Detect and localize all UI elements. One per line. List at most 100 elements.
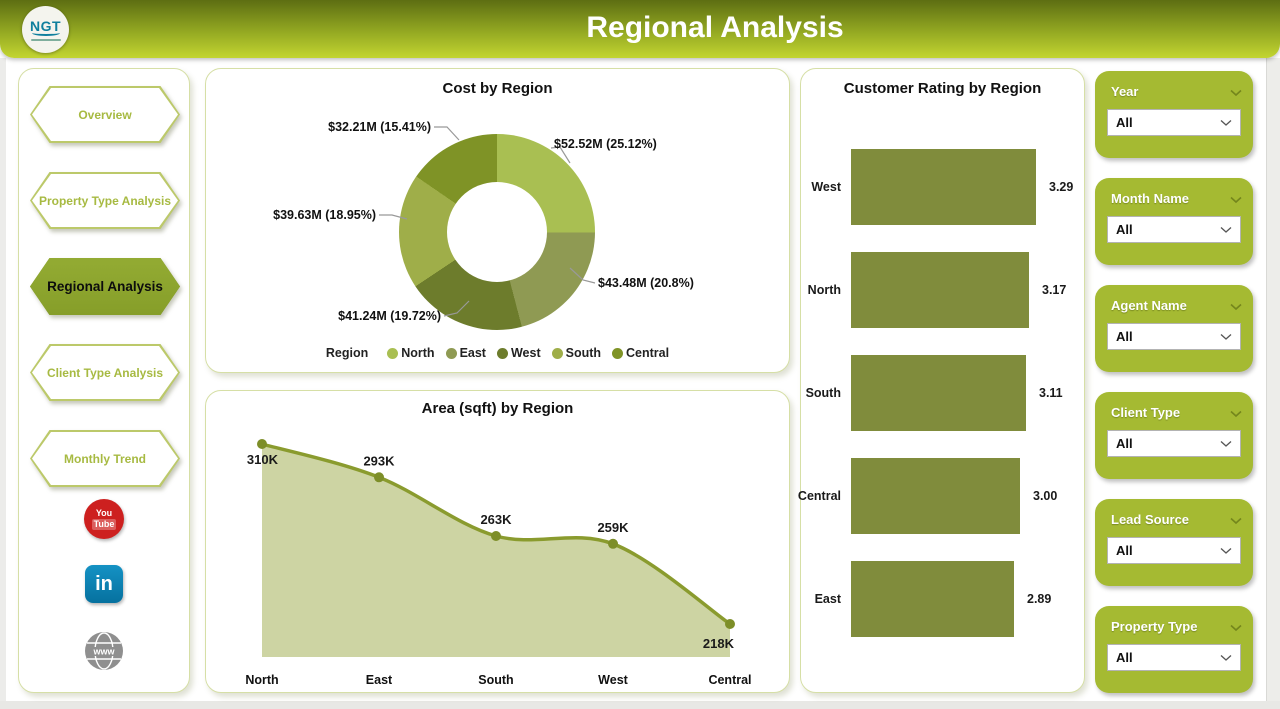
rating-bar[interactable] [851, 252, 1029, 328]
chevron-down-icon[interactable] [1230, 512, 1242, 530]
linkedin-icon[interactable]: in [85, 565, 123, 603]
dropdown-value: All [1116, 650, 1133, 665]
rating-bar[interactable] [851, 458, 1020, 534]
agent-name-dropdown[interactable]: All [1107, 323, 1241, 350]
x-axis-label: East [365, 673, 393, 687]
month-name-dropdown[interactable]: All [1107, 216, 1241, 243]
legend-label: South [565, 346, 602, 360]
legend-label: North [401, 346, 435, 360]
globe-icon[interactable]: www [84, 631, 124, 671]
x-axis-label: South [478, 673, 514, 687]
filter-card-month-name: Month Name All [1095, 178, 1253, 265]
sidebar-item-client-type-analysis[interactable]: Client Type Analysis [30, 344, 180, 401]
sidebar-item-monthly-trend[interactable]: Monthly Trend [30, 430, 180, 487]
legend: Region North East West South Central [206, 346, 789, 360]
nav-panel: Overview Property Type Analysis Regional… [18, 68, 190, 693]
chevron-down-icon[interactable] [1230, 191, 1242, 209]
rating-category: South [805, 386, 841, 400]
rating-bar[interactable] [851, 561, 1014, 637]
lead-source-dropdown[interactable]: All [1107, 537, 1241, 564]
chevron-down-icon [1220, 119, 1232, 126]
filter-card-client-type: Client Type All [1095, 392, 1253, 479]
year-dropdown[interactable]: All [1107, 109, 1241, 136]
sidebar-item-label: Monthly Trend [32, 432, 178, 485]
rating-row: West 3.29 [801, 149, 1084, 225]
rating-bar[interactable] [851, 149, 1036, 225]
rating-value: 3.29 [1049, 180, 1074, 194]
logo-swoosh [31, 30, 60, 36]
rating-row: Central 3.00 [797, 458, 1084, 534]
legend-title: Region [325, 346, 369, 360]
chevron-down-icon[interactable] [1230, 84, 1242, 102]
dropdown-value: All [1116, 543, 1133, 558]
legend-item-north[interactable]: North [387, 346, 435, 360]
donut-label-south: $39.63M (18.95%) [273, 208, 376, 222]
rating-category: East [814, 592, 841, 606]
youtube-text-line2: Tube [91, 519, 117, 530]
left-gutter [0, 58, 6, 709]
logo-tagline [30, 39, 61, 41]
sidebar-item-overview[interactable]: Overview [30, 86, 180, 143]
sidebar-item-label: Client Type Analysis [32, 346, 178, 399]
chevron-down-icon [1220, 226, 1232, 233]
filter-label: Agent Name [1111, 298, 1187, 313]
chevron-down-icon[interactable] [1230, 298, 1242, 316]
rating-row: North 3.17 [801, 252, 1084, 328]
rating-category: Central [797, 489, 841, 503]
donut-label-east: $43.48M (20.8%) [598, 276, 694, 290]
filter-label: Lead Source [1111, 512, 1190, 527]
legend-label: West [510, 346, 541, 360]
donut-label-central: $32.21M (15.41%) [328, 120, 431, 134]
filter-label: Year [1111, 84, 1139, 99]
svg-text:263K: 263K [480, 512, 512, 527]
legend-item-south[interactable]: South [551, 346, 602, 360]
youtube-text-line1: You [95, 508, 113, 518]
dropdown-value: All [1116, 115, 1133, 130]
chevron-down-icon[interactable] [1230, 405, 1242, 423]
legend-label: East [459, 346, 486, 360]
donut-label-west: $41.24M (19.72%) [338, 309, 441, 323]
legend-chip [496, 347, 508, 359]
legend-item-east[interactable]: East [445, 346, 486, 360]
client-type-dropdown[interactable]: All [1107, 430, 1241, 457]
rating-value: 3.00 [1033, 489, 1058, 503]
legend-chip [551, 347, 563, 359]
legend-chip [445, 347, 457, 359]
rating-value: 3.11 [1039, 386, 1063, 400]
dropdown-value: All [1116, 436, 1133, 451]
customer-rating-panel: Customer Rating by Region West 3.29 Nort… [797, 68, 1085, 693]
filter-label: Client Type [1111, 405, 1181, 420]
legend-item-west[interactable]: West [496, 346, 541, 360]
property-type-dropdown[interactable]: All [1107, 644, 1241, 671]
bottom-gutter [0, 701, 1280, 709]
legend-chip [612, 347, 624, 359]
dropdown-value: All [1116, 329, 1133, 344]
x-axis-label: West [598, 673, 628, 687]
sidebar-item-regional-analysis[interactable]: Regional Analysis [30, 258, 180, 315]
svg-text:218K: 218K [703, 636, 735, 651]
filter-card-property-type: Property Type All [1095, 606, 1253, 693]
youtube-icon[interactable]: You Tube [84, 499, 124, 539]
legend-item-central[interactable]: Central [612, 346, 669, 360]
linkedin-text: in [95, 572, 113, 595]
filter-card-agent-name: Agent Name All [1095, 285, 1253, 372]
chevron-down-icon[interactable] [1230, 619, 1242, 637]
sidebar-item-label: Property Type Analysis [32, 174, 178, 227]
sidebar-item-property-type-analysis[interactable]: Property Type Analysis [30, 172, 180, 229]
rating-row: South 3.11 [801, 355, 1084, 431]
area-chart-svg[interactable]: 310K 293K 263K 259K 218K [206, 419, 791, 669]
area-by-region-panel: Area (sqft) by Region 310K 293K 263K 259K 21… [205, 390, 790, 693]
chart-title: Cost by Region [442, 80, 553, 97]
filter-label: Property Type [1111, 619, 1198, 634]
sidebar-item-label: Regional Analysis [30, 258, 180, 315]
filter-card-year: Year All [1095, 71, 1253, 158]
svg-text:259K: 259K [597, 520, 629, 535]
donut-chart[interactable] [399, 134, 595, 330]
globe-www-text: www [92, 647, 115, 657]
rating-bar[interactable] [851, 355, 1026, 431]
rating-value: 2.89 [1027, 592, 1052, 606]
logo: NGT [22, 6, 69, 53]
svg-text:310K: 310K [247, 452, 279, 467]
rating-category: North [807, 283, 841, 297]
dropdown-value: All [1116, 222, 1133, 237]
